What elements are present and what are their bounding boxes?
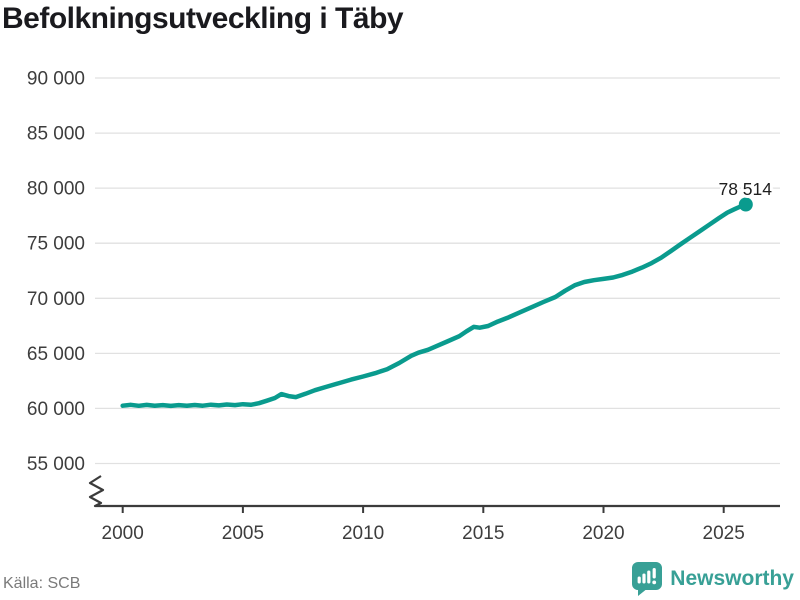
y-tick-label: 55 000 xyxy=(27,454,85,475)
x-tick-label: 2005 xyxy=(222,523,264,544)
chart-title: Befolkningsutveckling i Täby xyxy=(2,2,404,35)
x-tick-label: 2025 xyxy=(703,523,745,544)
y-tick-label: 90 000 xyxy=(27,69,85,90)
y-tick-label: 60 000 xyxy=(27,399,85,420)
x-tick-label: 2015 xyxy=(462,523,504,544)
bar-small xyxy=(637,576,642,584)
end-point-marker xyxy=(738,197,753,212)
population-series-line xyxy=(120,202,749,409)
y-tick-label: 70 000 xyxy=(27,289,85,310)
brand-wordmark: Newsworthy xyxy=(670,567,794,590)
y-tick-label: 75 000 xyxy=(27,234,85,255)
exclamation-stem xyxy=(652,568,657,579)
y-tick-label: 80 000 xyxy=(27,179,85,200)
y-tick-label: 85 000 xyxy=(27,124,85,145)
newsworthy-logo[interactable]: Newsworthy xyxy=(632,562,794,596)
x-tick-label: 2010 xyxy=(342,523,384,544)
bar-medium xyxy=(642,573,646,584)
bar-large xyxy=(647,570,651,584)
x-tick-label: 2020 xyxy=(582,523,624,544)
x-axis-line-with-break-icon xyxy=(88,475,780,508)
source-text: Källa: SCB xyxy=(3,575,81,592)
exclamation-dot xyxy=(652,580,657,585)
x-tick-label: 2000 xyxy=(102,523,144,544)
y-tick-label: 65 000 xyxy=(27,344,85,365)
newsworthy-speech-bubble-bar-chart-icon xyxy=(632,562,663,596)
end-value-label: 78 514 xyxy=(718,179,772,199)
